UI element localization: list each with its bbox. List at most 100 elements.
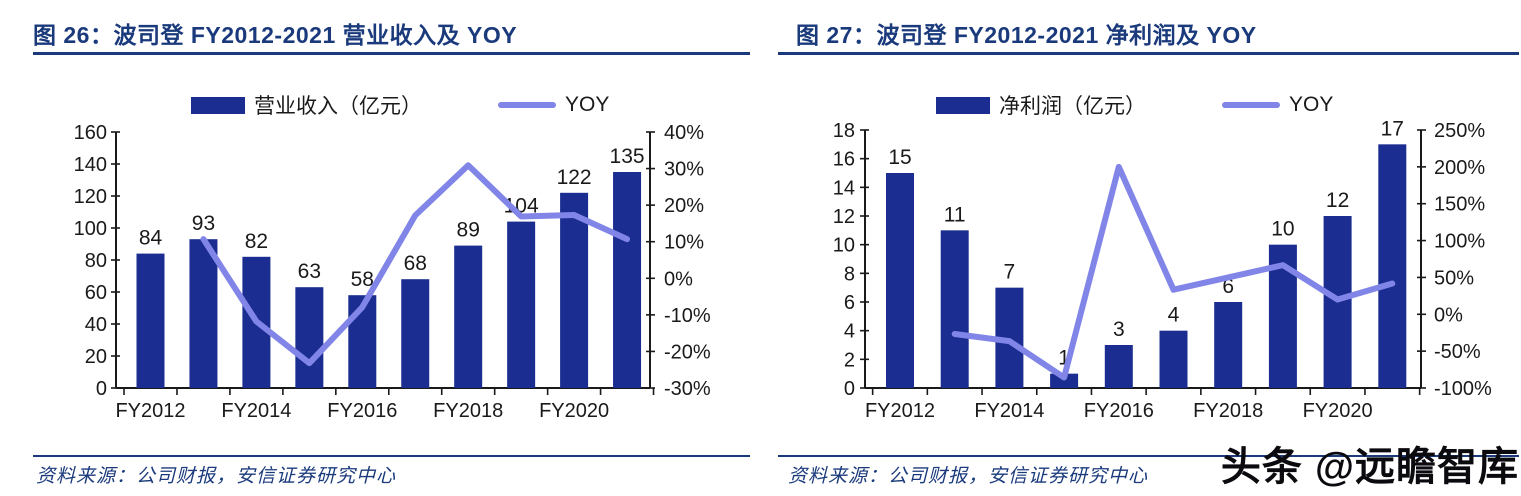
bar	[1214, 302, 1243, 388]
left-axis-label: 100	[74, 218, 107, 240]
left-axis-label: 0	[96, 378, 107, 400]
legend-line-label: YOY	[565, 93, 610, 116]
watermark: 头条 @远瞻智库	[1220, 445, 1519, 489]
x-axis-label: FY2018	[433, 400, 503, 422]
bar	[613, 172, 642, 388]
right-axis-label: 30%	[664, 159, 704, 181]
left-axis-label: 12	[833, 206, 855, 228]
right-axis-label: 250%	[1434, 120, 1485, 142]
left-axis-label: 6	[844, 292, 855, 314]
bar-value-label: 63	[298, 260, 321, 283]
line-swatch	[498, 102, 556, 108]
bar	[189, 239, 218, 388]
left-axis-label: 14	[833, 177, 855, 199]
legend: 净利润（亿元） YOY	[936, 90, 1333, 120]
left-axis-label: 160	[74, 122, 107, 144]
footer-divider	[778, 455, 1519, 457]
source-note: 资料来源：公司财报，安信证券研究中心	[36, 466, 397, 487]
x-axis-label: FY2012	[115, 400, 185, 422]
right-axis-label: 40%	[664, 122, 704, 144]
legend-bar-label: 净利润（亿元）	[999, 95, 1146, 118]
legend: 营业收入（亿元） YOY	[191, 90, 609, 120]
bar-value-label: 15	[888, 146, 911, 169]
bar-value-label: 10	[1271, 218, 1294, 241]
x-axis-label: FY2016	[1084, 400, 1154, 422]
left-axis-label: 80	[85, 250, 107, 272]
bar	[940, 230, 969, 388]
line-swatch	[1222, 102, 1280, 108]
title-divider	[778, 52, 1519, 55]
bar-value-label: 68	[404, 252, 427, 275]
footer-divider	[33, 455, 750, 457]
bar-value-label: 84	[139, 227, 163, 250]
revenue-yoy-chart: 0 20 40 60 80 100 120 140 160 -30% -20% -10% 0% 10% 20…	[74, 122, 711, 422]
x-axis-label: FY2014	[974, 400, 1044, 422]
bar	[507, 221, 536, 388]
bar-swatch	[191, 96, 245, 114]
right-axis-label: -30%	[664, 378, 711, 400]
right-axis-label: -100%	[1434, 378, 1492, 400]
right-axis-label: 100%	[1434, 231, 1485, 253]
left-axis-label: 18	[833, 120, 855, 142]
right-axis-label: 20%	[664, 195, 704, 217]
bar	[1159, 330, 1188, 388]
left-axis-label: 140	[74, 154, 107, 176]
bar-value-label: 6	[1222, 275, 1234, 298]
bar-value-label: 135	[610, 145, 645, 168]
right-axis-label: 0%	[664, 268, 693, 290]
bar-value-label: 17	[1381, 117, 1404, 140]
figure-net-profit: 图 27：波司登 FY2012-2021 净利润及 YOY 净利润（亿元） YO…	[778, 0, 1519, 496]
left-axis-label: 16	[833, 149, 855, 171]
bar	[1104, 345, 1133, 388]
legend-line-label: YOY	[1289, 93, 1334, 116]
left-axis-label: 2	[844, 349, 855, 371]
right-axis-label: 50%	[1434, 267, 1474, 289]
right-axis-label: 200%	[1434, 157, 1485, 179]
bar	[886, 173, 914, 388]
bar-value-label: 122	[557, 166, 592, 189]
net-profit-yoy-chart: 0 2 4 6 8 10 12 14 16 18 -100% -50% 0% 50% 100% 150% 200…	[833, 117, 1492, 422]
bar-value-label: 93	[192, 212, 215, 235]
yoy-line	[200, 162, 631, 367]
bar-value-label: 3	[1113, 318, 1125, 341]
right-axis-label: -20%	[664, 341, 711, 363]
left-axis-label: 60	[85, 282, 107, 304]
bar-value-label: 4	[1168, 304, 1180, 327]
figure-title: 图 27：波司登 FY2012-2021 净利润及 YOY	[796, 22, 1257, 48]
bar	[1378, 144, 1407, 388]
left-axis-label: 0	[844, 378, 855, 400]
bar-value-label: 82	[245, 230, 268, 253]
bar	[454, 245, 483, 388]
left-axis-label: 20	[85, 346, 107, 368]
left-axis-label: 10	[833, 235, 855, 257]
figure-revenue: 图 26：波司登 FY2012-2021 营业收入及 YOY 营业收入（亿元） …	[33, 0, 750, 496]
x-axis-label: FY2020	[1303, 400, 1373, 422]
legend-item-line: YOY	[498, 93, 609, 117]
bar-value-label: 58	[351, 268, 374, 291]
bar	[1050, 373, 1079, 388]
legend-item-bar: 营业收入（亿元）	[191, 90, 422, 120]
bar	[136, 253, 165, 388]
legend-bar-label: 营业收入（亿元）	[254, 95, 422, 118]
figure-title: 图 26：波司登 FY2012-2021 营业收入及 YOY	[33, 22, 518, 48]
x-axis-label: FY2020	[539, 400, 609, 422]
left-axis-label: 120	[74, 186, 107, 208]
bar-value-label: 11	[944, 203, 966, 226]
left-axis-label: 8	[844, 263, 855, 285]
left-axis-label: 4	[844, 321, 855, 343]
source-note: 资料来源：公司财报，安信证券研究中心	[788, 466, 1149, 487]
bar-value-label: 7	[1004, 261, 1016, 284]
right-axis-label: 0%	[1434, 304, 1463, 326]
bar-swatch	[936, 96, 990, 114]
x-axis-label: FY2016	[327, 400, 397, 422]
legend-item-line: YOY	[1222, 93, 1333, 117]
bar-value-label: 12	[1326, 189, 1349, 212]
right-axis-label: -50%	[1434, 341, 1481, 363]
right-axis-label: -10%	[664, 305, 711, 327]
right-axis-label: 150%	[1434, 194, 1485, 216]
right-axis-label: 10%	[664, 232, 704, 254]
x-axis-label: FY2014	[221, 400, 291, 422]
bar	[295, 287, 324, 388]
x-axis-label: FY2012	[865, 400, 935, 422]
